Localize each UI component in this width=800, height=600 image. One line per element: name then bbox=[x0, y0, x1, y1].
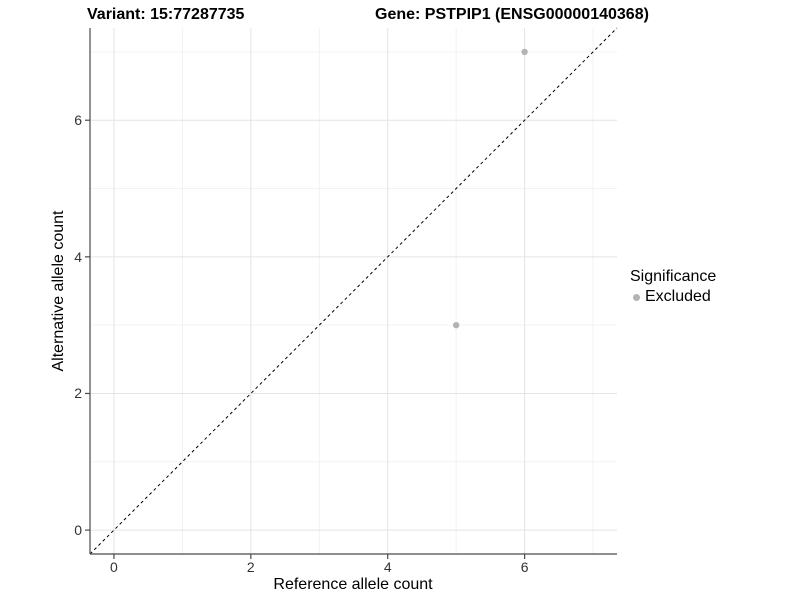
x-tick-label: 4 bbox=[383, 559, 392, 575]
legend-title: Significance bbox=[630, 268, 717, 285]
x-tick-label: 0 bbox=[110, 559, 118, 575]
x-tick-label: 2 bbox=[246, 559, 255, 575]
legend-marker-circle-icon bbox=[633, 293, 640, 301]
plot-title-variant: Variant: 15:77287735 bbox=[87, 6, 245, 23]
data-point-excluded bbox=[521, 48, 528, 56]
y-tick-label: 4 bbox=[74, 248, 82, 265]
legend-item-label: Excluded bbox=[645, 288, 711, 305]
y-tick-label: 0 bbox=[74, 522, 82, 539]
legend-item-excluded: Excluded bbox=[633, 288, 716, 306]
x-axis-title: Reference allele count bbox=[273, 576, 433, 593]
y-tick-label: 6 bbox=[74, 112, 82, 129]
plot-title-gene: Gene: PSTPIP1 (ENSG00000140368) bbox=[375, 6, 649, 23]
x-tick-label: 6 bbox=[520, 559, 529, 575]
identity-line bbox=[89, 27, 618, 555]
y-tick-label: 2 bbox=[74, 385, 82, 402]
legend: Significance Excluded bbox=[630, 268, 716, 306]
y-axis-title: Alternative allele count bbox=[50, 210, 67, 372]
legend-items: Excluded bbox=[630, 288, 716, 306]
data-point-excluded bbox=[452, 321, 460, 329]
